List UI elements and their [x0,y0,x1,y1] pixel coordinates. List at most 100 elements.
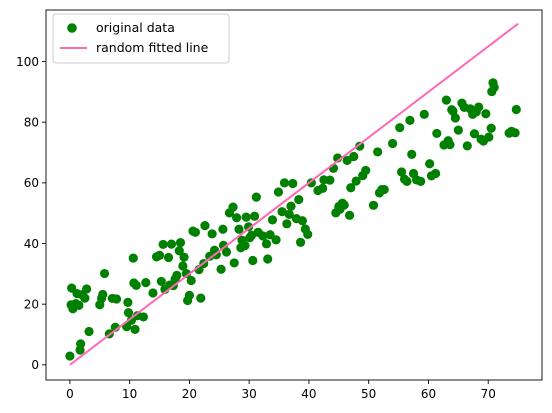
scatter-point [241,212,251,222]
scatter-point [396,167,407,177]
scatter-point [98,289,108,300]
scatter-point [349,151,359,162]
scatter-point [277,207,287,217]
legend-label-random-fitted-line: random fitted line [96,40,209,55]
scatter-point [368,200,379,210]
scatter-point [141,278,151,288]
scatter-point [489,82,499,92]
scatter-point [282,219,292,229]
scatter-point [76,339,86,349]
scatter-point [158,239,168,250]
scatter-point [178,261,188,271]
scatter-point [511,104,521,115]
scatter-point [243,222,254,232]
scatter-point [123,297,133,307]
x-tick-label: 0 [66,387,74,401]
scatter-point [486,123,496,133]
scatter-point [395,123,405,133]
scatter-point [232,213,242,223]
scatter-point [258,231,268,241]
scatter-point [229,258,239,268]
legend-label-original-data: original data [96,20,175,35]
scatter-point [216,264,226,274]
scatter-point [484,132,494,142]
scatter-point [432,128,442,139]
scatter-point [510,128,520,138]
x-tick-label: 50 [361,387,376,401]
scatter-point [474,102,484,112]
scatter-point [273,187,284,197]
scatter-point [279,178,290,188]
scatter-point [65,351,75,361]
x-tick-label: 20 [182,387,197,401]
axes: 0 10 20 30 40 50 60 70 0 20 40 60 80 100 [16,55,496,401]
scatter-point [172,270,182,280]
scatter-point [469,129,480,139]
scatter-point [74,300,84,310]
scatter-point [288,178,298,189]
scatter-point [130,324,140,334]
scatter-point [453,125,463,135]
scatter-point [84,326,94,337]
scatter-point [419,109,429,119]
scatter-point [481,109,491,119]
scatter-point [99,268,110,279]
scatter-point [154,250,165,260]
scatter-point [228,202,238,212]
scatter-point [431,168,441,179]
y-tick-label: 100 [16,55,39,69]
scatter-point [271,235,281,245]
scatter-point [184,290,195,300]
scatter-point [190,227,200,237]
scatter-point [346,183,356,193]
scatter-point [425,159,435,169]
scatter-point [82,284,92,294]
scatter-point [200,221,210,231]
scatter-point [265,230,275,240]
scatter-point [181,268,192,279]
scatter-point [156,276,166,287]
scatter-point [175,238,186,248]
scatter-point [234,224,244,234]
scatter-point [294,194,304,205]
scatter-point [339,200,349,210]
fitted-line [69,22,519,366]
legend-box [52,13,230,64]
scatter-point [351,176,361,186]
scatter-point [373,147,383,157]
y-tick-label: 80 [24,116,39,130]
scatter-point [416,176,426,186]
scatter-point [445,140,455,150]
scatter-point [355,141,365,151]
x-tick-label: 40 [301,387,316,401]
scatter-point [263,254,273,264]
scatter-point [138,312,149,322]
scatter-point [450,113,460,123]
scatter-point [361,165,371,176]
scatter-point [286,201,296,211]
scatter-point [80,293,90,303]
scatter-point [249,211,260,221]
x-tick-label: 70 [481,387,496,401]
scatter-point [344,210,355,220]
scatter-point [306,178,316,188]
x-tick-label: 30 [242,387,257,401]
scatter-point [303,229,313,240]
scatter-point [221,247,232,257]
scatter-point [166,239,177,249]
scatter-point [462,141,472,151]
scatter-point [405,115,415,125]
scatter-point [251,192,261,202]
scatter-point [111,294,122,304]
scatter-point [163,252,174,263]
scatter-point [123,308,134,318]
x-tick-label: 60 [421,387,436,401]
scatter-point [325,175,335,185]
scatter-point [131,280,141,290]
scatter-point [218,224,228,234]
scatter-point [174,246,184,256]
scatter-point [407,149,417,159]
y-tick-label: 40 [24,237,39,251]
scatter-point [267,215,278,225]
scatter-point [148,288,158,298]
